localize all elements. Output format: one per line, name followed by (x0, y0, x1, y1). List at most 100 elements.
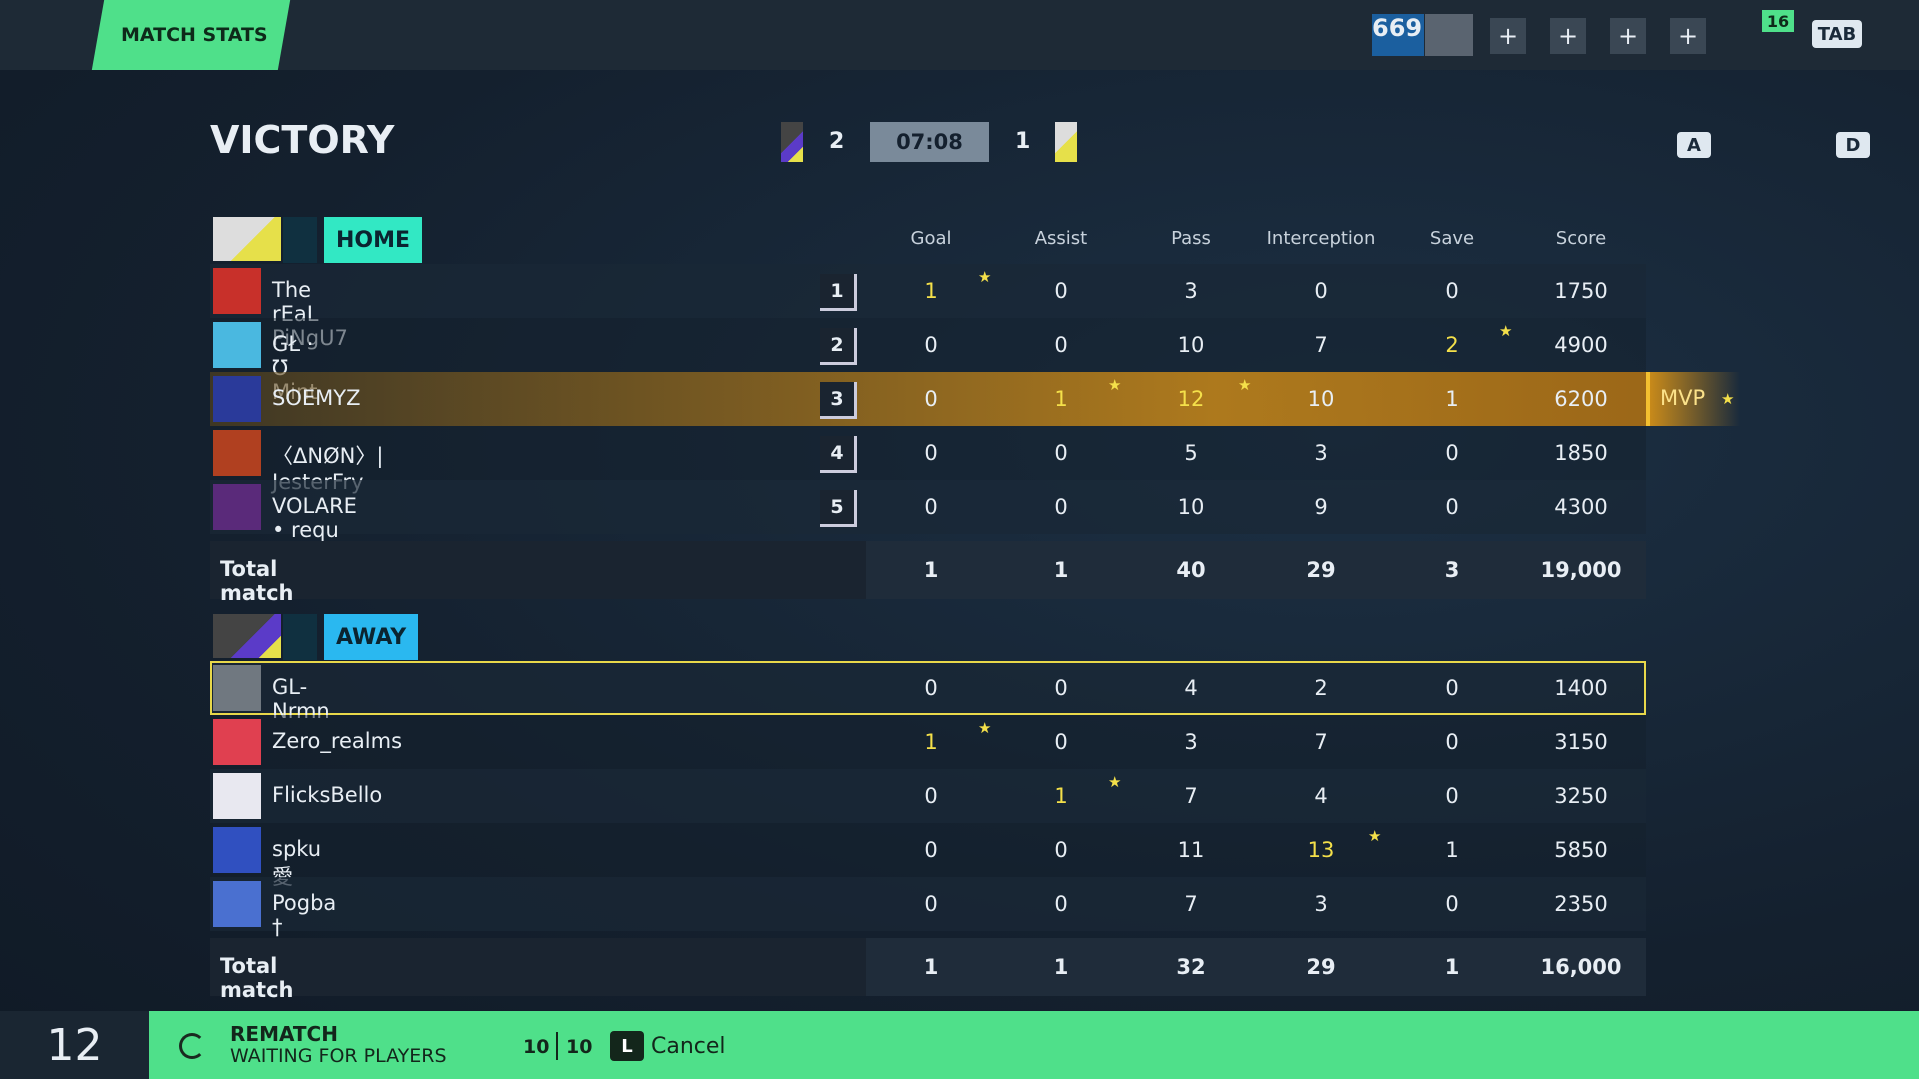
stat: 1750 (1554, 279, 1608, 303)
stat: 0 (924, 441, 938, 465)
stat: 4300 (1554, 495, 1608, 519)
footer-bar (149, 1011, 1919, 1079)
player-row[interactable] (210, 823, 1646, 877)
player-row[interactable] (210, 426, 1646, 480)
add-slot[interactable]: + (1490, 18, 1526, 54)
add-slot[interactable]: + (1550, 18, 1586, 54)
player-name: Zero_realms (272, 729, 403, 753)
stat: 10 (1307, 387, 1335, 411)
player-row[interactable] (210, 318, 1646, 372)
countdown: 12 (0, 1011, 149, 1079)
tab-label[interactable]: MATCH STATS (121, 24, 268, 46)
player-row[interactable] (210, 661, 1646, 715)
stat: 0 (924, 333, 938, 357)
team-badge (213, 614, 281, 658)
team-badge (213, 217, 281, 261)
stat: 3150 (1554, 730, 1608, 754)
stat: 0 (924, 495, 938, 519)
stat: 0 (1445, 784, 1459, 808)
player-row[interactable] (210, 372, 1646, 426)
total-bg (866, 938, 1646, 996)
stat: 0 (1054, 838, 1068, 862)
stat: 10 (1177, 333, 1205, 357)
total-label: Total match (220, 954, 294, 1002)
level: 669 (1372, 14, 1424, 56)
best-star: ★ (1499, 322, 1513, 340)
avatar (213, 665, 261, 711)
cancel-key[interactable]: L (610, 1031, 644, 1061)
stat: 10 (1177, 495, 1205, 519)
best-star: ★ (1368, 827, 1382, 845)
tab-key[interactable]: TAB (1812, 20, 1862, 48)
stat: 2350 (1554, 892, 1608, 916)
player-row[interactable] (210, 264, 1646, 318)
player-row[interactable] (210, 480, 1646, 534)
team-icon (283, 614, 317, 660)
total-stat: 1 (1053, 955, 1069, 979)
column-header: Score (1555, 228, 1607, 249)
stat: 0 (1445, 730, 1459, 754)
rank: 1 (820, 274, 857, 311)
avatar (213, 827, 261, 873)
column-header: Goal (910, 228, 952, 249)
players-ready: 10 (523, 1036, 550, 1058)
avatar (213, 773, 261, 819)
cancel-label[interactable]: Cancel (651, 1034, 726, 1059)
total-stat: 29 (1306, 558, 1336, 582)
stat: 7 (1314, 730, 1328, 754)
stat: 1 (1054, 784, 1068, 808)
stat: 6200 (1554, 387, 1608, 411)
total-stat: 40 (1176, 558, 1206, 582)
stat: 2 (1314, 676, 1328, 700)
stat: 4900 (1554, 333, 1608, 357)
home-badge (781, 122, 803, 162)
key-d[interactable]: D (1836, 132, 1870, 158)
stat: 1 (1445, 387, 1459, 411)
add-slot[interactable]: + (1610, 18, 1646, 54)
stat: 13 (1307, 838, 1335, 862)
player-row[interactable] (210, 877, 1646, 931)
column-header: Save (1429, 228, 1475, 249)
avatar (213, 376, 261, 422)
stat: 0 (1054, 730, 1068, 754)
key-a[interactable]: A (1677, 132, 1711, 158)
stat: 0 (1054, 676, 1068, 700)
total-stat: 3 (1444, 558, 1460, 582)
team-name: HOME (324, 217, 423, 263)
avatar (213, 719, 261, 765)
total-stat: 32 (1176, 955, 1206, 979)
stat: 0 (924, 784, 938, 808)
players-total: 10 (566, 1036, 593, 1058)
avatar (213, 430, 261, 476)
avatar (213, 268, 261, 314)
status-label: WAITING FOR PLAYERS (230, 1045, 447, 1067)
home-score: 2 (829, 129, 845, 154)
column-header: Assist (1034, 228, 1088, 249)
stat: 0 (1314, 279, 1328, 303)
player-row[interactable] (210, 715, 1646, 769)
total-stat: 1 (1444, 955, 1460, 979)
stat: 12 (1177, 387, 1205, 411)
rank: 5 (820, 490, 857, 527)
stat: 0 (1054, 333, 1068, 357)
best-star: ★ (1108, 773, 1122, 791)
player-row[interactable] (210, 769, 1646, 823)
total-stat: 29 (1306, 955, 1336, 979)
add-slot[interactable]: + (1670, 18, 1706, 54)
stat: 9 (1314, 495, 1328, 519)
stat: 0 (1054, 892, 1068, 916)
away-score: 1 (1015, 129, 1031, 154)
total-stat: 19,000 (1540, 558, 1622, 582)
flag (1425, 14, 1473, 56)
total-stat: 1 (1053, 558, 1069, 582)
avatar (213, 322, 261, 368)
stat: 0 (924, 676, 938, 700)
stat: 1400 (1554, 676, 1608, 700)
best-star: ★ (978, 719, 992, 737)
stat: 1850 (1554, 441, 1608, 465)
column-header: Pass (1171, 228, 1211, 249)
stat: 7 (1184, 892, 1198, 916)
rank: 3 (820, 382, 857, 419)
rank: 4 (820, 436, 857, 473)
